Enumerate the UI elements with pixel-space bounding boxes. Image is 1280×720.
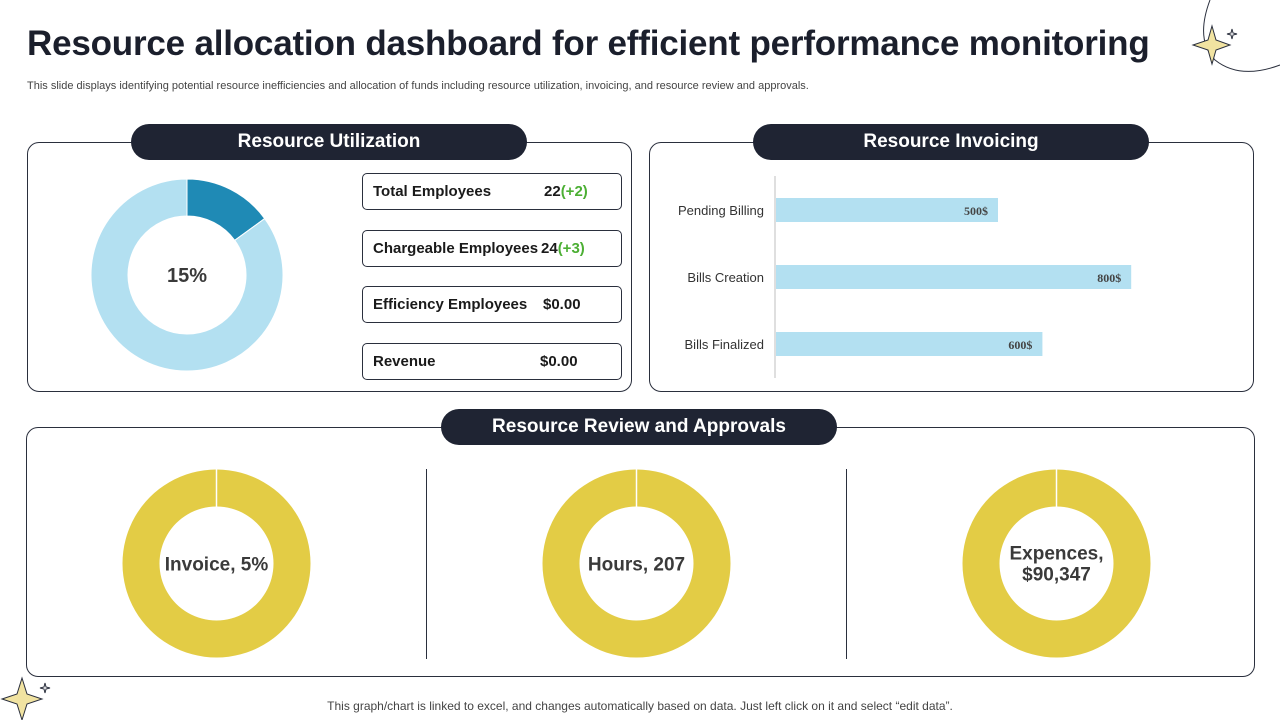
page-subtitle: This slide displays identifying potentia… xyxy=(27,80,809,92)
donut-center-label: 15% xyxy=(167,265,207,287)
donut-slice-remaining xyxy=(90,178,284,372)
stat-chargeable-employees: Chargeable Employees 24(+3) xyxy=(362,230,622,267)
data-label: 600$ xyxy=(1008,338,1032,352)
bar-bills-finalized xyxy=(776,332,1043,356)
sparkle-decoration-top-icon xyxy=(1191,0,1280,72)
bar-pending-billing xyxy=(776,198,998,222)
stat-efficiency-employees: Efficiency Employees $0.00 xyxy=(362,286,622,323)
stat-label: Chargeable Employees xyxy=(373,240,539,257)
category-label: Bills Creation xyxy=(687,270,764,285)
sparkle-decoration-bottom-icon xyxy=(0,676,51,720)
small-star-icon xyxy=(1226,28,1238,40)
invoicing-bar-chart: Pending Billing 500$ Bills Creation 800$ Bil… xyxy=(678,176,1132,378)
donut-center-label: Invoice, 5% xyxy=(165,555,269,576)
stat-label: Revenue xyxy=(373,353,436,370)
small-star-icon xyxy=(39,682,51,694)
utilization-donut-chart: 15% xyxy=(90,178,284,372)
donut-center-label: Expences, xyxy=(1010,544,1104,565)
stat-delta: (+2) xyxy=(560,183,588,200)
star-icon xyxy=(1191,24,1232,66)
expences-donut-chart: Expences,$90,347 xyxy=(962,469,1151,658)
donut-ring xyxy=(962,469,1151,658)
stat-label: Total Employees xyxy=(373,183,492,200)
data-label: 500$ xyxy=(964,204,988,218)
stat-revenue: Revenue $0.00 xyxy=(362,343,622,380)
stat-value: $0.00 xyxy=(540,353,578,370)
footer-note: This graph/chart is linked to excel, and… xyxy=(327,699,953,713)
review-divider xyxy=(426,469,427,659)
hours-donut-chart: Hours, 207 xyxy=(542,469,731,658)
donut-ring xyxy=(542,469,731,658)
donut-center-label: $90,347 xyxy=(1022,565,1091,586)
stat-value: $0.00 xyxy=(543,296,581,313)
stat-delta: (+3) xyxy=(557,240,585,257)
stat-value: 22(+2) xyxy=(544,183,588,200)
donut-ring xyxy=(122,469,311,658)
page-title: Resource allocation dashboard for effici… xyxy=(27,24,1150,63)
bar-bills-creation xyxy=(776,265,1132,289)
data-label: 800$ xyxy=(1097,271,1121,285)
stat-label: Efficiency Employees xyxy=(373,296,528,313)
category-label: Pending Billing xyxy=(678,203,764,218)
resource-review-heading: Resource Review and Approvals xyxy=(441,409,837,445)
category-label: Bills Finalized xyxy=(685,337,764,352)
donut-center-label: Hours, 207 xyxy=(588,555,685,576)
resource-invoicing-heading: Resource Invoicing xyxy=(753,124,1149,160)
review-divider xyxy=(846,469,847,659)
star-icon xyxy=(0,676,44,720)
stat-total-employees: Total Employees 22(+2) xyxy=(362,173,622,210)
invoice-donut-chart: Invoice, 5% xyxy=(122,469,311,658)
resource-utilization-heading: Resource Utilization xyxy=(131,124,527,160)
stat-value: 24(+3) xyxy=(541,240,585,257)
